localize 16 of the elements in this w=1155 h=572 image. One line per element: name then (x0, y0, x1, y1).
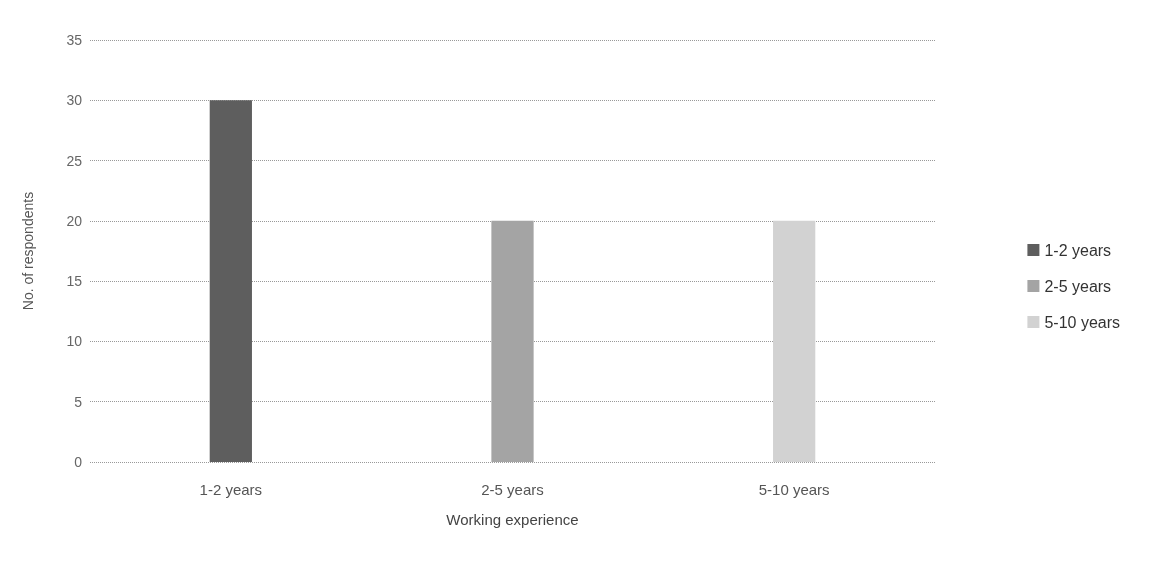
y-tick-label: 35 (66, 32, 83, 48)
y-tick-label: 0 (74, 454, 83, 470)
x-tick-label: 5-10 years (758, 481, 830, 498)
y-tick-label: 15 (66, 273, 83, 290)
y-tick-label: 25 (66, 152, 83, 169)
y-tick-label: 10 (66, 333, 83, 350)
legend-label: 2-5 years (1044, 277, 1112, 295)
x-axis-title: Working experience (446, 511, 579, 528)
legend-label: 5-10 years (1044, 313, 1120, 331)
y-tick-label: 20 (66, 212, 83, 229)
x-tick-label: 1-2 years (199, 481, 263, 498)
legend-label: 1-2 years (1044, 241, 1112, 259)
y-tick-label: 5 (74, 393, 83, 410)
y-tick-label: 30 (66, 92, 83, 109)
x-tick-label: 2-5 years (481, 481, 544, 498)
y-axis-title: No. of respondents (20, 191, 36, 311)
